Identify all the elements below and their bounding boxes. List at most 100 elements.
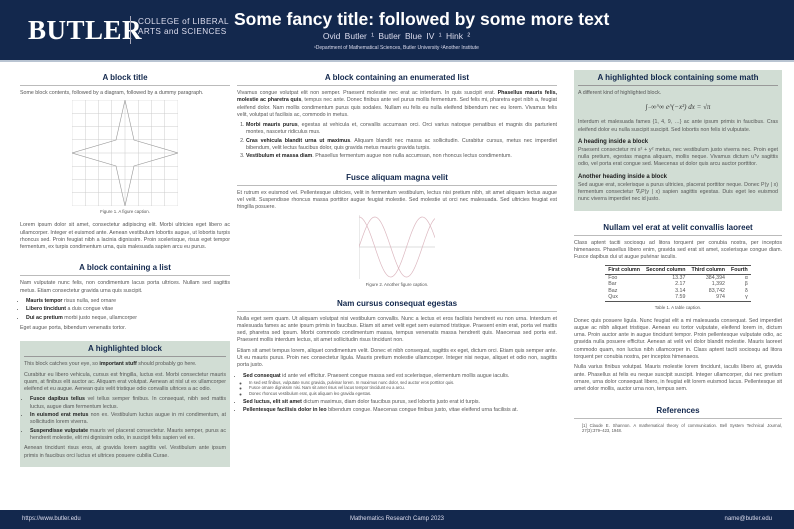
paragraph: Praesent consectetur mi x² + y² metus, n… — [578, 146, 778, 168]
block-heading: A block containing a list — [20, 260, 230, 277]
column-left: A block title Some block contents, follo… — [20, 70, 230, 476]
block-title-block: A block title Some block contents, follo… — [20, 70, 230, 251]
sub-list-item: Donec rhoncus vestibulum erat, quis aliq… — [249, 391, 557, 396]
column-header: Third column — [688, 264, 728, 275]
poster-title: Some fancy title: followed by some more … — [234, 9, 610, 29]
paragraph: Nam vulputate nunc felis, non condimentu… — [20, 280, 230, 294]
college-name: COLLEGE of LIBERAL ARTS and SCIENCES — [138, 17, 229, 37]
math-block: A highlighted block containing some math… — [574, 70, 782, 211]
sine-plot — [359, 214, 435, 279]
table-cell: Foo — [608, 274, 618, 281]
paragraph: Class aptent taciti sociosqu ad litora t… — [574, 239, 782, 261]
table-row: Qux 7.59 974 γ — [605, 294, 751, 302]
block-heading: References — [574, 403, 782, 419]
authors: Ovid Butler ¹ Butler Blue IV ¹ Hink ² — [322, 31, 471, 41]
paragraph: Etiam sit amet tempus lorem, aliquet con… — [237, 347, 557, 369]
block-nested-list: Nam cursus consequat egestas Nulla eget … — [237, 296, 557, 415]
table-caption: Table 1. A table caption. — [654, 304, 702, 310]
column-right: A highlighted block containing some math… — [574, 70, 782, 443]
table-cell: 3.14 — [675, 287, 686, 294]
subheading: A heading inside a block — [578, 138, 649, 145]
table-cell: 13.37 — [672, 274, 686, 281]
sub-list-item: In sed est finibus, vulputate nunc gravi… — [249, 380, 557, 385]
table-row: Bar 2.17 1,392 β — [605, 281, 751, 288]
list-item: In euismod erat metus non ex. Vestibulum… — [30, 412, 226, 427]
paragraph: Et rutrum ex euismod vel. Pellentesque u… — [237, 189, 557, 211]
table-row: Foo 13.37 384,394 α — [605, 274, 751, 281]
figure-caption: Figure 1. A figure caption. — [100, 209, 150, 215]
list-item: Libero tincidunt a duis congue vitae — [26, 306, 230, 313]
subheading: Another heading inside a block — [578, 173, 668, 180]
paragraph: Eget augue porta, bibendum venenatis tor… — [20, 324, 127, 331]
list-item: Pellentesque facilisis dolor in leo bibe… — [243, 407, 557, 414]
column-middle: A block containing an enumerated list Vi… — [237, 70, 557, 423]
block-figure: Fusce aliquam magna velit Et rutrum ex e… — [237, 170, 557, 287]
table-cell: δ — [744, 287, 748, 294]
table-block: Nullam vel erat at velit convallis laore… — [574, 220, 782, 394]
paragraph: Donec quis posuere ligula. Nunc feugiat … — [574, 317, 782, 361]
table-cell: γ — [728, 294, 751, 302]
table-cell: 7.59 — [643, 294, 689, 302]
paragraph: Curabitur eu libero vehicula, cursus est… — [24, 371, 226, 393]
column-header: Second column — [643, 264, 689, 275]
affiliations: ¹Department of Mathematical Sciences, Bu… — [314, 45, 479, 51]
paragraph: Aenean tincidunt risus eros, at gravida … — [24, 445, 226, 459]
star-diagram — [72, 100, 178, 207]
block-heading: A block containing an enumerated list — [237, 70, 557, 86]
sub-list-item: Fusce ornare dignissim nisi. Nam sit ame… — [249, 385, 557, 390]
footer-event: Mathematics Research Camp 2023 — [349, 516, 445, 522]
block-enumerated: A block containing an enumerated list Vi… — [237, 70, 557, 161]
block-heading: A block title — [20, 70, 230, 86]
table-cell: β — [744, 281, 748, 288]
enumerated-item: Cras vehicula blandit urna ut maximus. A… — [246, 138, 557, 153]
footer-email-link[interactable]: name@butler.edu — [724, 516, 772, 522]
block-heading: Fusce aliquam magna velit — [237, 170, 557, 186]
data-table: First column Second column Third column … — [605, 264, 751, 302]
column-header: Fourth — [728, 264, 751, 275]
block-heading: A highlighted block containing some math — [578, 70, 778, 86]
block-heading: A highlighted block — [24, 341, 226, 358]
block-list: A block containing a list Nam vulputate … — [20, 260, 230, 332]
paragraph: Lorem ipsum dolor sit amet, consectetur … — [20, 222, 230, 251]
poster-footer: https://www.butler.edu Mathematics Resea… — [0, 510, 794, 529]
table-cell: Qux — [605, 294, 644, 302]
figure-caption: Figure 2. Another figure caption. — [365, 281, 429, 287]
column-header: First column — [605, 264, 644, 275]
list-item: Dui ac pretium morbi justo neque, ullamc… — [26, 315, 230, 322]
paragraph: Vivamus congue volutpat elit non semper.… — [237, 90, 557, 118]
enumerated-item: Vestibulum et massa diam. Phasellus ferm… — [246, 153, 557, 160]
table-cell: Bar — [608, 281, 617, 288]
list-item: Sed luctus, elit sit amet dictum maximus… — [243, 399, 557, 406]
table-cell: 1,392 — [711, 281, 725, 288]
list-item: Sed consequat id ante vel efficitur. Pra… — [243, 373, 557, 396]
paragraph: Sed augue erat, scelerisque a purus ultr… — [578, 181, 778, 203]
poster-header: BUTLER COLLEGE of LIBERAL ARTS and SCIENC… — [0, 0, 794, 62]
table-row: Baz 3.14 83,742 δ — [605, 288, 751, 295]
table-cell: 974 — [688, 294, 728, 302]
paragraph: A different kind of highlighted block. — [578, 90, 662, 96]
reference-item: [1] Claude E. Shannon. A mathematical th… — [582, 422, 782, 434]
highlighted-block: A highlighted block This block catches y… — [20, 341, 230, 467]
paragraph: Nulla varius finibus volutpat. Mauris mo… — [574, 364, 782, 393]
block-intro: Some block contents, followed by a diagr… — [20, 90, 204, 96]
block-heading: Nullam vel erat at velit convallis laore… — [574, 220, 782, 236]
paragraph: This block catches your eye, so importan… — [24, 361, 197, 368]
list-item: Fusce dapibus tellus vel tellus semper f… — [30, 396, 226, 411]
table-cell: Baz — [608, 287, 618, 294]
table-cell: 384,394 — [705, 274, 725, 281]
butler-logo: BUTLER — [28, 15, 143, 45]
block-heading: Nam cursus consequat egestas — [237, 296, 557, 312]
table-cell: 2.17 — [675, 281, 686, 288]
table-cell: 83,742 — [708, 287, 725, 294]
list-item: Suspendisse vulputate mauris vel placera… — [30, 428, 226, 443]
references-block: References [1] Claude E. Shannon. A math… — [574, 403, 782, 434]
equation: ∫₋∞^∞ e^(−x²) dx = √π — [645, 103, 711, 112]
college-line1: COLLEGE of LIBERAL — [138, 17, 229, 26]
table-cell: α — [744, 274, 748, 281]
paragraph: Interdum et malesuada fames {1, 4, 9, …}… — [578, 119, 778, 133]
paragraph: Nulla eget sem quam. Ut aliquam volutpat… — [237, 315, 557, 344]
enumerated-item: Morbi mauris purus, egestas at vehicula … — [246, 122, 557, 137]
footer-website-link[interactable]: https://www.butler.edu — [22, 516, 81, 522]
list-item: Mauris tempor risus nulla, sed ornare — [26, 298, 230, 305]
college-line2: ARTS and SCIENCES — [138, 27, 227, 36]
